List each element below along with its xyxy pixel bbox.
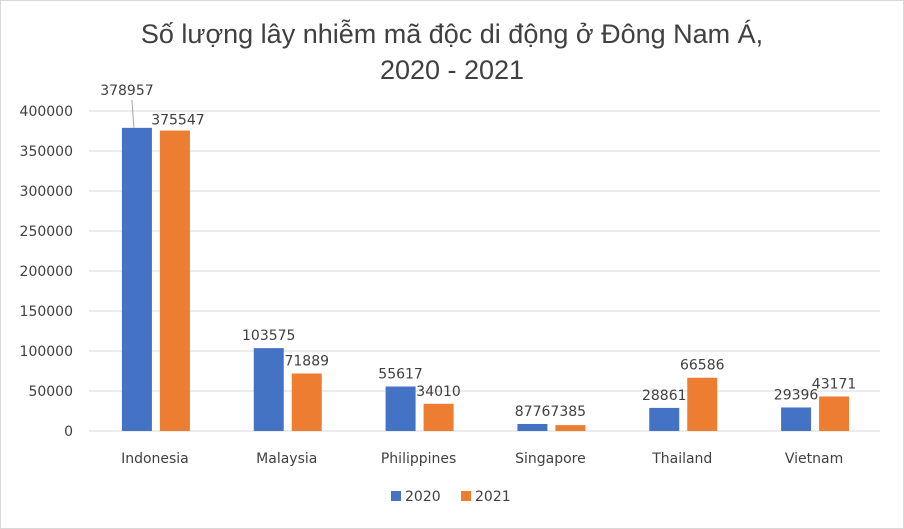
x-tick-label: Philippines [381, 451, 456, 467]
bar-2021-thailand [687, 377, 718, 431]
bar-2020-thailand [649, 407, 680, 431]
data-label: 28861 [642, 388, 687, 404]
y-tick-label: 100000 [20, 344, 73, 360]
y-tick-label: 250000 [20, 224, 73, 240]
data-label: 29396 [774, 387, 819, 403]
y-tick-label: 150000 [20, 304, 73, 320]
legend-swatch-2021 [461, 491, 471, 501]
data-label: 55617 [378, 367, 423, 383]
chart-title-line2: 2020 - 2021 [379, 55, 525, 85]
bar-2020-malaysia [253, 348, 284, 431]
y-tick-label: 300000 [20, 184, 73, 200]
y-tick-label: 50000 [28, 384, 73, 400]
chart-title-line1: Số lượng lây nhiễm mã độc di động ở Đông… [140, 19, 764, 49]
x-tick-label: Singapore [515, 451, 586, 467]
x-tick-label: Thailand [651, 451, 712, 467]
x-tick-label: Indonesia [121, 451, 189, 467]
y-tick-label: 350000 [20, 144, 73, 160]
bar-2020-indonesia [121, 127, 152, 431]
data-label: 378957 [100, 83, 153, 99]
data-label: 375547 [151, 113, 204, 129]
data-label: 71889 [284, 353, 329, 369]
data-label: 103575 [242, 328, 295, 344]
x-tick-label: Malaysia [256, 451, 317, 467]
bar-2021-singapore [555, 425, 586, 431]
legend-label-2020: 2020 [405, 489, 441, 505]
bar-2021-philippines [423, 403, 454, 431]
bar-2020-philippines [385, 386, 416, 431]
legend-label-2021: 2021 [475, 489, 511, 505]
data-label: 7385 [550, 404, 586, 420]
bar-2020-singapore [517, 423, 548, 431]
bar-2020-vietnam [781, 407, 812, 431]
bar-2021-vietnam [819, 396, 850, 431]
data-label: 34010 [416, 384, 461, 400]
y-tick-label: 400000 [20, 104, 73, 120]
legend-swatch-2020 [391, 491, 401, 501]
leader-line [131, 99, 135, 128]
y-tick-label: 0 [64, 424, 73, 440]
x-tick-label: Vietnam [785, 451, 843, 467]
data-label: 66586 [680, 358, 725, 374]
bar-2021-malaysia [291, 373, 322, 431]
data-label: 8776 [515, 404, 551, 420]
y-tick-label: 200000 [20, 264, 73, 280]
bar-2021-indonesia [159, 130, 190, 432]
data-label: 43171 [812, 376, 857, 392]
